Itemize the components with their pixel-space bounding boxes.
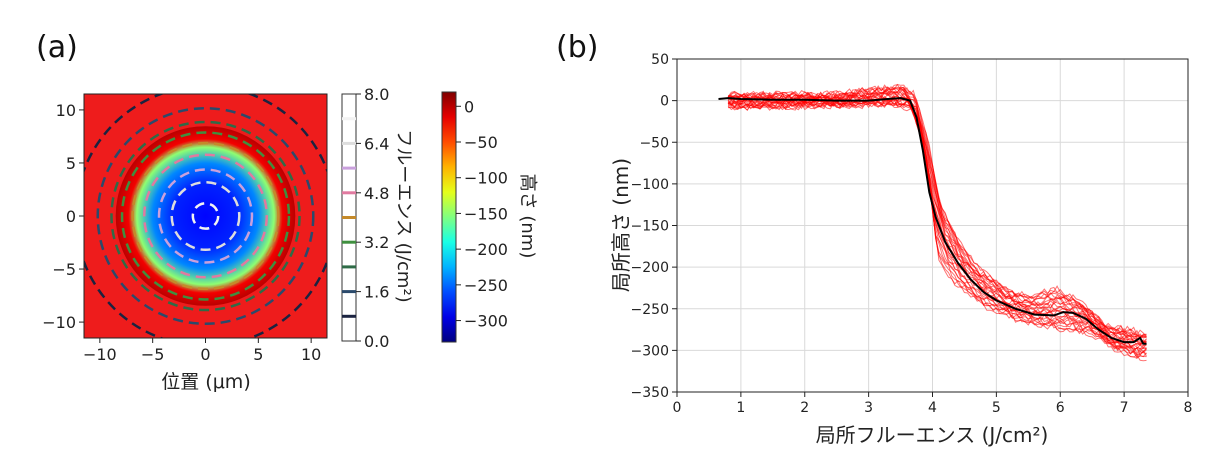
red-trace: [727, 86, 1147, 339]
height-tick-label: −250: [464, 276, 508, 295]
height-tick-label: 0: [464, 97, 474, 116]
height-map-ticks: −10 −5 0 5 10 −10 −5 0 5 10: [42, 101, 321, 364]
fluence-contour: [170, 180, 241, 252]
red-trace: [727, 98, 1147, 356]
x-tick-label: 10: [301, 345, 321, 364]
y-tick-label: −200: [631, 260, 669, 276]
x-tick-label: 7: [1120, 400, 1129, 416]
x-tick-label: −5: [141, 345, 165, 364]
height-colorbar-ticks: 0 −50 −100 −150 −200 −250 −300: [456, 97, 508, 331]
fluence-tick-label: 0.0: [364, 332, 389, 351]
red-trace: [727, 86, 1147, 340]
x-tick-label: −10: [83, 345, 117, 364]
fluence-colorbar-label: フルーエンス (J/cm²): [393, 129, 414, 302]
x-tick-label: 4: [928, 400, 937, 416]
fluence-contour: [96, 106, 315, 326]
fluence-contour: [110, 120, 301, 312]
red-trace: [727, 92, 1147, 347]
fluence-tick-label: 6.4: [364, 134, 389, 153]
y-tick-label: −50: [639, 135, 669, 151]
y-tick-label: −250: [631, 302, 669, 318]
fluence-tick-label: 3.2: [364, 233, 389, 252]
y-tick-label: −150: [631, 219, 669, 235]
fluence-contours: [84, 94, 327, 338]
y-tick-label: −10: [42, 313, 76, 332]
y-tick-label: −300: [631, 343, 669, 359]
x-tick-label: 1: [736, 400, 745, 416]
x-tick-label: 0: [200, 345, 210, 364]
plot-x-label: 局所フルーエンス (J/cm²): [816, 423, 1049, 447]
x-tick-label: 3: [864, 400, 873, 416]
red-trace: [727, 84, 1147, 339]
y-tick-label: −350: [631, 385, 669, 401]
red-trace: [728, 87, 1147, 339]
red-trace: [727, 83, 1147, 338]
height-tick-label: −150: [464, 204, 508, 223]
panel-label-b: (b): [556, 30, 599, 65]
fluence-colorbar-ticks: 0.0 1.6 3.2 4.8 6.4 8.0: [356, 85, 389, 351]
fluence-contour: [131, 141, 280, 291]
x-tick-label: 0: [673, 400, 682, 416]
height-colorbar-label: 高さ (nm): [517, 174, 538, 259]
y-tick-label: 0: [66, 207, 76, 226]
x-tick-label: 8: [1184, 400, 1193, 416]
height-tick-label: −200: [464, 240, 508, 259]
plot-y-label: 局所高さ (nm): [609, 158, 633, 292]
x-tick-label: 6: [1056, 400, 1065, 416]
x-tick-label: 5: [253, 345, 263, 364]
height-colorbar: [441, 91, 457, 343]
height-map-x-label: 位置 (μm): [161, 371, 250, 393]
fluence-contour: [142, 153, 269, 279]
fluence-contour: [120, 131, 291, 301]
fluence-tick-label: 8.0: [364, 85, 389, 104]
height-tick-label: −300: [464, 312, 508, 331]
fluence-contour: [191, 202, 220, 230]
y-tick-label: 5: [66, 154, 76, 173]
panel-label-a: (a): [36, 30, 78, 65]
fluence-colorbar-marks: [342, 117, 356, 318]
red-trace: [727, 84, 1147, 339]
y-tick-label: 50: [651, 52, 669, 68]
fluence-contour: [157, 168, 254, 264]
fluence-tick-label: 4.8: [364, 184, 389, 203]
x-tick-label: 2: [800, 400, 809, 416]
y-tick-label: −100: [631, 177, 669, 193]
y-tick-label: 10: [56, 101, 76, 120]
fluence-height-plot: 0 1 2 3 4 5 6 7 8500−50−100−150−200−250−300−350 …: [609, 52, 1192, 447]
red-trace: [728, 87, 1147, 340]
y-tick-label: −5: [52, 260, 76, 279]
ablation-spot: [115, 126, 296, 306]
red-trace: [728, 98, 1147, 356]
y-tick-label: 0: [660, 94, 669, 110]
height-tick-label: −50: [464, 133, 498, 152]
x-tick-label: 5: [992, 400, 1001, 416]
fluence-tick-label: 1.6: [364, 283, 389, 302]
red-trace: [727, 96, 1147, 353]
plot-ticks: 0 1 2 3 4 5 6 7 8 50 0 −50 −100 −150 −200 −250 −300 −350: [631, 52, 1193, 416]
mean-curve: [718, 97, 1147, 345]
height-tick-label: −100: [464, 169, 508, 188]
